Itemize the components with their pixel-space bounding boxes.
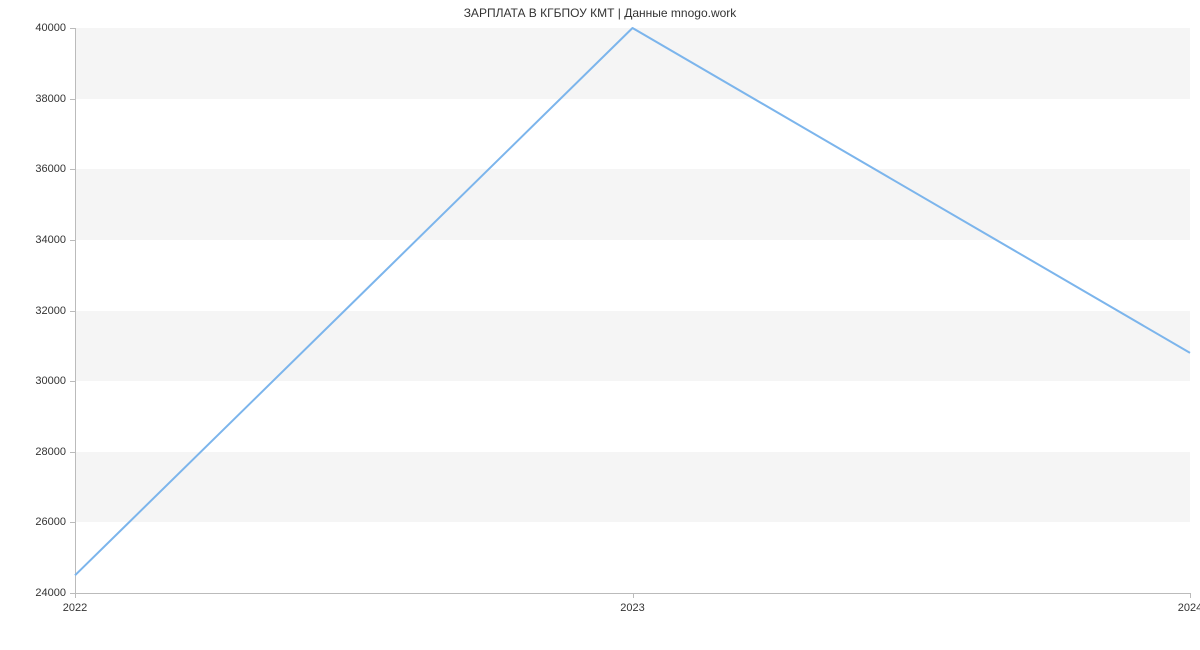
x-tick-mark (75, 593, 76, 598)
chart-title: ЗАРПЛАТА В КГБПОУ КМТ | Данные mnogo.wor… (0, 6, 1200, 20)
y-tick-label: 28000 (35, 446, 66, 458)
y-tick-label: 32000 (35, 305, 66, 317)
series-line-salary (75, 28, 1190, 575)
y-tick-label: 26000 (35, 516, 66, 528)
y-tick-label: 36000 (35, 163, 66, 175)
x-tick-mark (1190, 593, 1191, 598)
x-tick-label: 2023 (620, 602, 644, 614)
x-tick-label: 2022 (63, 602, 87, 614)
plot-area: 2400026000280003000032000340003600038000… (75, 28, 1190, 593)
y-tick-label: 34000 (35, 234, 66, 246)
x-tick-label: 2024 (1178, 602, 1200, 614)
y-tick-label: 24000 (35, 587, 66, 599)
y-tick-label: 30000 (35, 375, 66, 387)
y-tick-label: 38000 (35, 93, 66, 105)
x-tick-mark (633, 593, 634, 598)
y-tick-label: 40000 (35, 22, 66, 34)
series-layer (75, 28, 1190, 593)
chart-container: ЗАРПЛАТА В КГБПОУ КМТ | Данные mnogo.wor… (0, 0, 1200, 650)
